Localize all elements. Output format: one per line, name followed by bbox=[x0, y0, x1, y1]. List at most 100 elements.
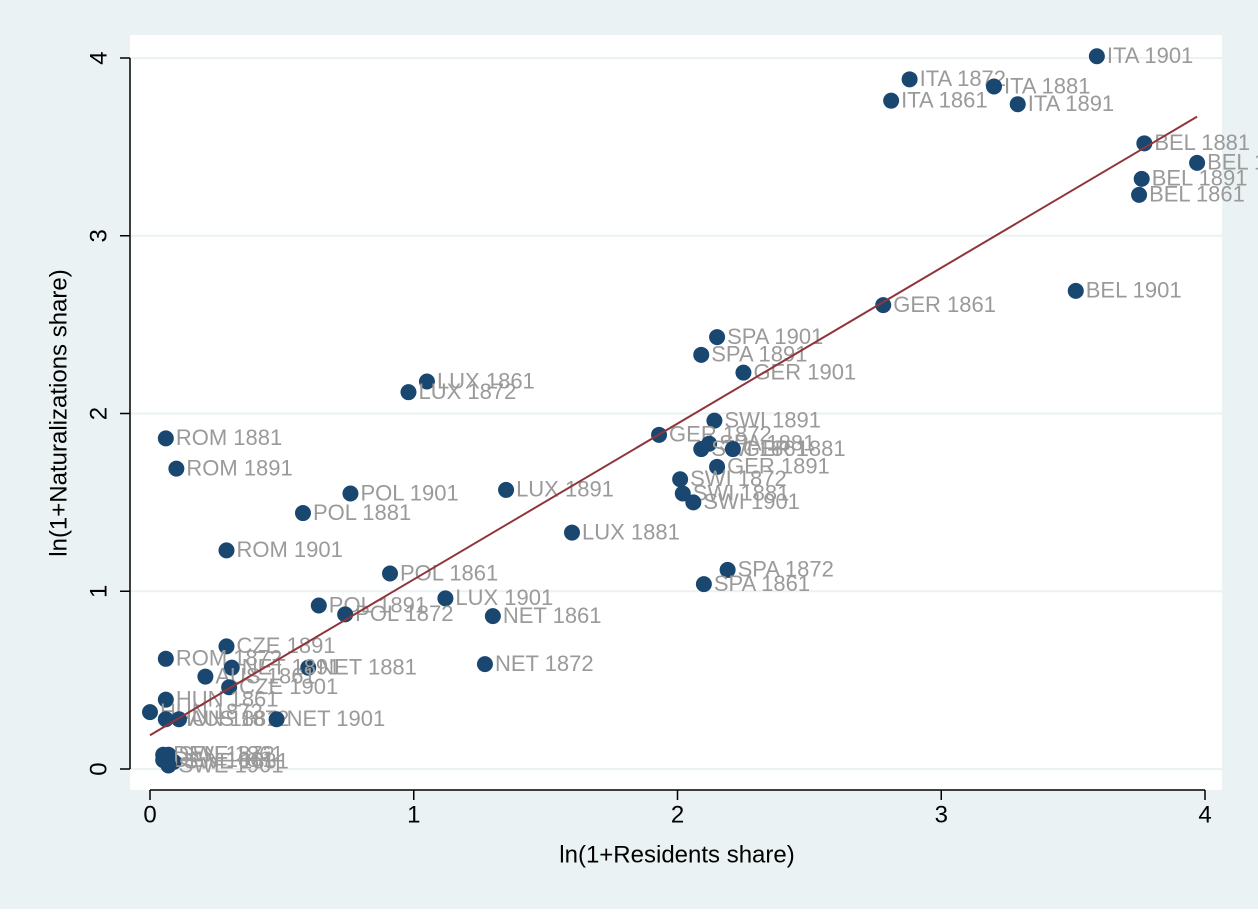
point bbox=[1088, 48, 1105, 65]
point bbox=[268, 711, 285, 728]
point-label: GER 1872 bbox=[669, 422, 772, 447]
point bbox=[875, 297, 892, 314]
point-label: POL 1901 bbox=[360, 480, 458, 505]
point-label: ROM 1881 bbox=[176, 425, 282, 450]
point-label: GER 1901 bbox=[753, 359, 856, 384]
point-label: DEN 1861 bbox=[173, 747, 275, 772]
fit-line bbox=[149, 115, 1198, 737]
point bbox=[1131, 186, 1148, 203]
point bbox=[223, 659, 240, 676]
point bbox=[564, 524, 580, 541]
point bbox=[160, 757, 177, 774]
point bbox=[883, 92, 900, 109]
point bbox=[735, 364, 752, 381]
point-label: SWE 1901 bbox=[178, 752, 283, 777]
point-label: SPA 1891 bbox=[711, 342, 807, 367]
point-label: NET 1901 bbox=[287, 706, 386, 731]
x-tick-label: 3 bbox=[935, 801, 948, 828]
point-label: DEN 1872 bbox=[173, 742, 275, 767]
point-label: ITA 1901 bbox=[1107, 43, 1193, 68]
point bbox=[693, 441, 710, 458]
point bbox=[1189, 154, 1206, 171]
y-tick-label: 2 bbox=[85, 407, 112, 420]
point bbox=[674, 485, 691, 502]
point-label: GER 1861 bbox=[893, 292, 996, 317]
point bbox=[693, 346, 710, 363]
point bbox=[157, 691, 174, 708]
point bbox=[709, 458, 726, 475]
point bbox=[168, 460, 185, 477]
point bbox=[695, 576, 712, 593]
point bbox=[706, 412, 723, 429]
point-label: BEL 1861 bbox=[1149, 182, 1245, 207]
x-tick-label: 0 bbox=[143, 801, 156, 828]
point bbox=[1067, 282, 1084, 299]
y-tick-label: 3 bbox=[85, 229, 112, 242]
point bbox=[142, 704, 158, 721]
point-label: GER 1881 bbox=[743, 436, 846, 461]
point-label: LUX 1881 bbox=[582, 519, 680, 544]
point bbox=[719, 561, 736, 578]
point-label: SPA 1861 bbox=[714, 571, 810, 596]
y-axis-title: ln(1+Naturalizations share) bbox=[45, 269, 72, 556]
point bbox=[724, 441, 741, 458]
point-label: ITA 1881 bbox=[1004, 73, 1090, 98]
point bbox=[1136, 135, 1153, 152]
y-tick-label: 0 bbox=[85, 762, 112, 775]
point-label: LUX 1861 bbox=[437, 368, 535, 393]
y-tick-label: 1 bbox=[85, 585, 112, 598]
x-tick-label: 4 bbox=[1198, 801, 1211, 828]
point-label: SWE 1881 bbox=[184, 749, 289, 774]
point-label: BEL 1872 bbox=[1207, 150, 1258, 175]
point bbox=[218, 638, 235, 655]
point-label: ROM 1901 bbox=[236, 537, 342, 562]
point-label: SPA 1901 bbox=[727, 324, 823, 349]
point-label: NET 1872 bbox=[495, 651, 594, 676]
point-label: LUX 1901 bbox=[455, 585, 553, 610]
point bbox=[400, 384, 417, 401]
point-label: BEL 1881 bbox=[1154, 130, 1250, 155]
point bbox=[294, 505, 311, 522]
point-label: LUX 1872 bbox=[418, 379, 516, 404]
point bbox=[685, 494, 702, 511]
point bbox=[709, 329, 726, 346]
point bbox=[672, 471, 689, 488]
point-label: CZE 1901 bbox=[239, 674, 338, 699]
point-label: SWE 1861 bbox=[178, 742, 283, 767]
point bbox=[1133, 170, 1150, 187]
point-label: ITA 1861 bbox=[901, 87, 987, 112]
point bbox=[901, 71, 918, 88]
x-tick-label: 1 bbox=[407, 801, 420, 828]
point bbox=[986, 78, 1002, 95]
point bbox=[310, 597, 327, 614]
point bbox=[382, 565, 399, 582]
point bbox=[476, 656, 493, 673]
y-tick-label: 4 bbox=[85, 51, 112, 64]
point-label: SWI 1881 bbox=[693, 480, 790, 505]
point bbox=[437, 590, 454, 607]
point bbox=[498, 481, 515, 498]
point-label: SWI 1901 bbox=[703, 489, 800, 514]
point-label: NET 1861 bbox=[503, 603, 602, 628]
point-label: BEL 1901 bbox=[1086, 278, 1182, 303]
point bbox=[342, 485, 359, 502]
point bbox=[418, 373, 435, 390]
x-tick-label: 2 bbox=[671, 801, 684, 828]
point-label: ROM 1891 bbox=[186, 455, 292, 480]
x-axis-title: ln(1+Residents share) bbox=[559, 841, 794, 868]
point bbox=[1009, 96, 1026, 113]
point bbox=[157, 650, 174, 667]
point-label: POL 1861 bbox=[400, 560, 498, 585]
point bbox=[157, 430, 174, 447]
point-label: NET 1891 bbox=[242, 654, 341, 679]
point bbox=[484, 608, 501, 625]
point-label: GER 1891 bbox=[727, 454, 830, 479]
point-label: NET 1881 bbox=[318, 654, 417, 679]
point-label: ITA 1891 bbox=[1028, 91, 1114, 116]
point bbox=[218, 542, 235, 559]
point-label: SPA 1872 bbox=[738, 557, 834, 582]
point-label: POL 1881 bbox=[313, 500, 411, 525]
point-label: SWI 1872 bbox=[690, 466, 787, 491]
point-label: SWI 1891 bbox=[724, 407, 821, 432]
